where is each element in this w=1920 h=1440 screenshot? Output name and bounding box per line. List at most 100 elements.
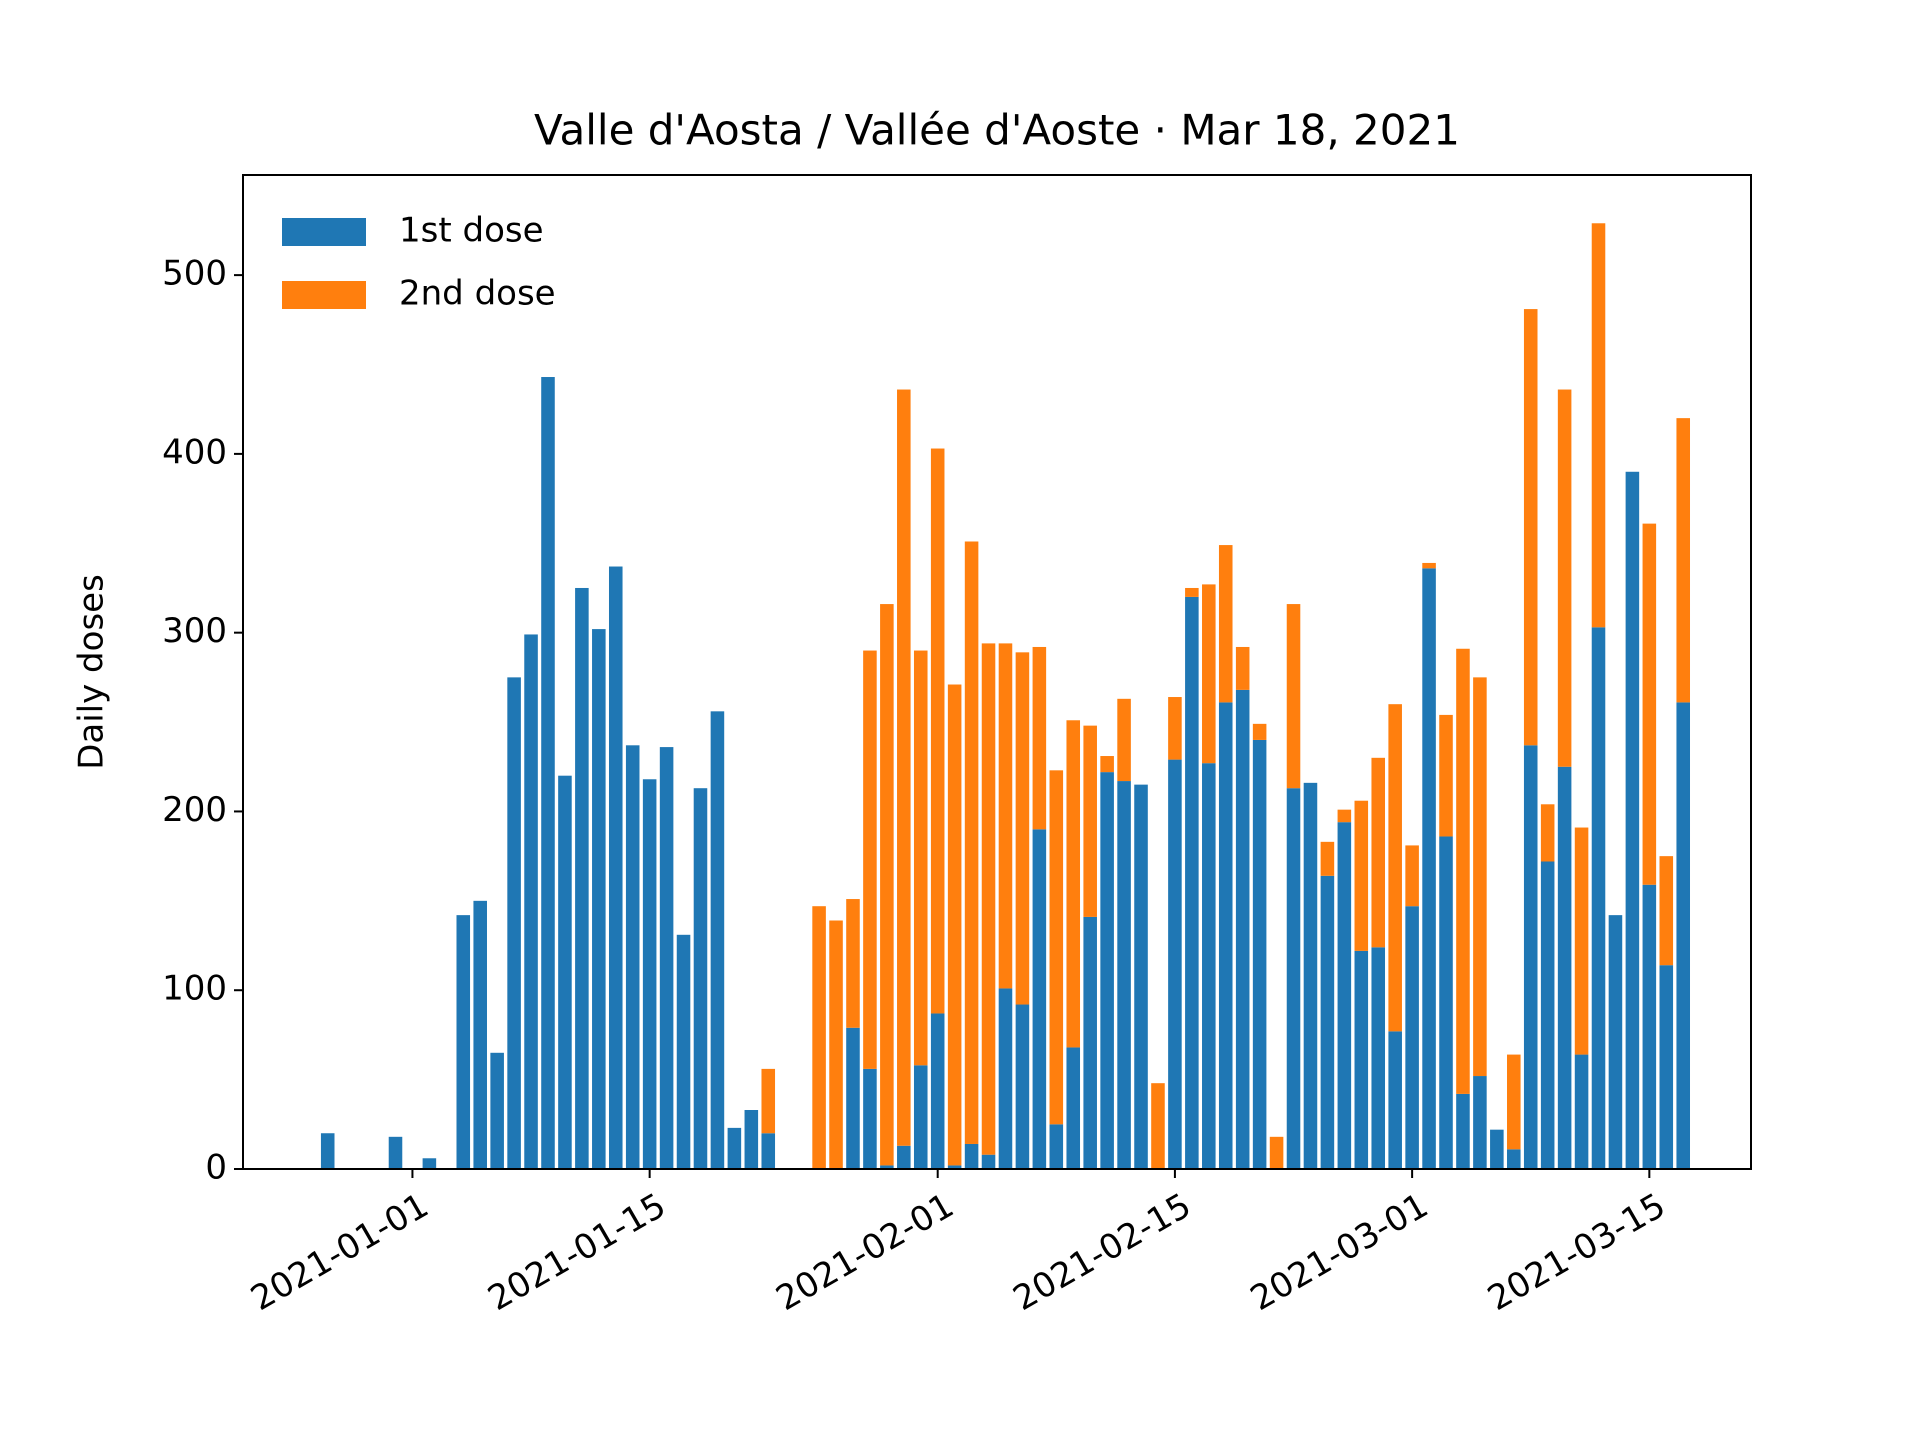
bar (744, 1110, 759, 1169)
bar (659, 747, 674, 1169)
bar (1388, 1031, 1402, 1169)
bar (981, 1154, 996, 1169)
bar (1507, 1054, 1521, 1150)
bar (761, 1133, 776, 1169)
bar (1557, 766, 1572, 1169)
bar (1185, 587, 1199, 597)
y-tick-label: 500 (162, 254, 227, 294)
bar (1168, 759, 1182, 1169)
y-tick-label: 400 (162, 432, 227, 472)
bar (1117, 698, 1131, 782)
legend-label: 1st dose (399, 211, 544, 251)
bar (1235, 646, 1250, 690)
bar (1303, 782, 1318, 1169)
bar (1218, 702, 1233, 1169)
y-tick-label: 300 (162, 611, 227, 651)
bar (456, 915, 471, 1169)
bar (1473, 1076, 1487, 1169)
bar (863, 1068, 877, 1169)
bar (998, 988, 1013, 1169)
bar (507, 677, 521, 1169)
bar (981, 643, 996, 1155)
bar (947, 684, 962, 1166)
bar (490, 1052, 504, 1169)
bar (320, 1133, 335, 1169)
bar (1422, 562, 1436, 569)
y-tick-label: 0 (205, 1148, 227, 1188)
bar (710, 711, 725, 1169)
bar (1642, 884, 1657, 1169)
bar (1049, 770, 1064, 1125)
bar (1388, 704, 1402, 1032)
bar (863, 650, 877, 1069)
bar (812, 906, 826, 1169)
bar (1185, 596, 1199, 1169)
bar (1642, 523, 1657, 885)
bar (642, 779, 657, 1169)
bar (913, 1065, 928, 1169)
legend-label: 2nd dose (399, 274, 556, 314)
bar (913, 650, 928, 1066)
bar (880, 604, 894, 1166)
bar (1015, 652, 1030, 1005)
y-tick-label: 100 (162, 969, 227, 1009)
bar (1083, 725, 1097, 917)
bar (1015, 1004, 1030, 1169)
bar (1523, 745, 1538, 1169)
bar (1422, 568, 1436, 1169)
bar (1574, 827, 1589, 1055)
bar (897, 389, 911, 1146)
bar (880, 1165, 894, 1169)
bar (1100, 772, 1114, 1169)
bar (1456, 1093, 1470, 1169)
bar (1218, 545, 1233, 703)
bar (1117, 781, 1131, 1169)
bar (1202, 763, 1216, 1169)
bar (473, 900, 487, 1169)
bar (930, 448, 945, 1014)
bar (1405, 845, 1419, 907)
bar (558, 775, 572, 1169)
bar (1507, 1149, 1521, 1169)
bar (1032, 829, 1047, 1169)
bar (1608, 915, 1623, 1169)
bar (1354, 800, 1369, 951)
bar (524, 634, 538, 1169)
bar (1557, 389, 1572, 767)
bar (846, 899, 860, 1028)
bar (1134, 784, 1148, 1169)
bar (930, 1013, 945, 1169)
bar (846, 1027, 860, 1169)
bar (1066, 720, 1081, 1048)
bar (1591, 627, 1606, 1169)
bar (1202, 584, 1216, 764)
bar (964, 541, 979, 1144)
bar (1540, 804, 1555, 862)
bar (1371, 947, 1386, 1169)
y-axis-label: Daily doses (72, 574, 112, 770)
bar (1286, 604, 1301, 789)
legend-swatch (282, 218, 366, 246)
bar (1286, 788, 1301, 1169)
bar (1439, 714, 1453, 837)
bar (1151, 1083, 1165, 1169)
bar (829, 920, 843, 1169)
bar (998, 643, 1013, 989)
bar (1523, 309, 1538, 746)
bar (1591, 223, 1606, 628)
bar (1439, 836, 1453, 1169)
bar (727, 1127, 742, 1169)
bar (1269, 1136, 1284, 1169)
bar (1032, 646, 1047, 830)
bar (1676, 702, 1691, 1169)
bar (625, 745, 640, 1169)
bar (1473, 677, 1487, 1077)
bar (1405, 906, 1419, 1169)
bar (422, 1158, 437, 1169)
bar (608, 566, 623, 1169)
bar (1337, 809, 1352, 823)
legend-swatch (282, 281, 366, 309)
bar (1049, 1124, 1064, 1169)
bar (1320, 875, 1335, 1169)
